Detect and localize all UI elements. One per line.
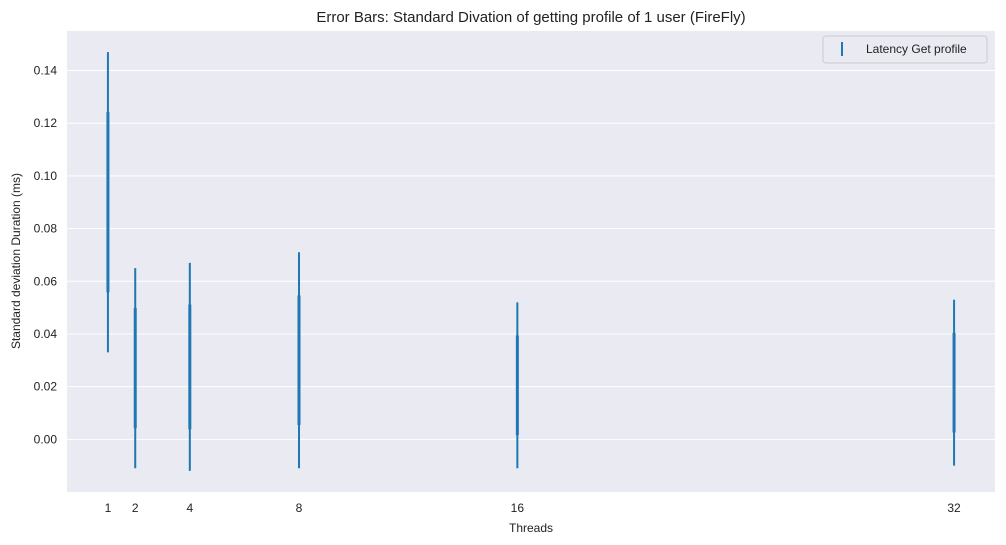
legend: Latency Get profile	[822, 35, 988, 64]
y-tick-label: 0.00	[34, 432, 58, 446]
x-axis-ticks: 1 2 4 8 16 32	[105, 501, 961, 515]
grid-lines	[67, 70, 995, 440]
legend-label: Latency Get profile	[866, 42, 967, 56]
y-tick-label: 0.10	[34, 169, 58, 183]
x-tick-label: 32	[947, 501, 961, 515]
y-axis-ticks: 0.00 0.02 0.04 0.06 0.08 0.10 0.12 0.14	[34, 64, 58, 447]
x-tick-label: 16	[511, 501, 525, 515]
x-axis-label: Threads	[509, 521, 553, 535]
x-tick-label: 2	[132, 501, 139, 515]
chart-title: Error Bars: Standard Divation of getting…	[316, 9, 745, 26]
y-tick-label: 0.04	[34, 327, 58, 341]
error-bars	[106, 52, 956, 471]
y-axis-label: Standard deviation Duration (ms)	[9, 173, 23, 349]
legend-box	[822, 35, 988, 64]
y-tick-label: 0.12	[34, 116, 58, 130]
plot-area	[67, 31, 995, 492]
x-tick-label: 1	[105, 501, 112, 515]
x-tick-label: 4	[186, 501, 193, 515]
y-tick-label: 0.08	[34, 222, 58, 236]
y-tick-label: 0.02	[34, 380, 58, 394]
y-tick-label: 0.14	[34, 64, 58, 78]
y-tick-label: 0.06	[34, 274, 58, 288]
x-tick-label: 8	[296, 501, 303, 515]
